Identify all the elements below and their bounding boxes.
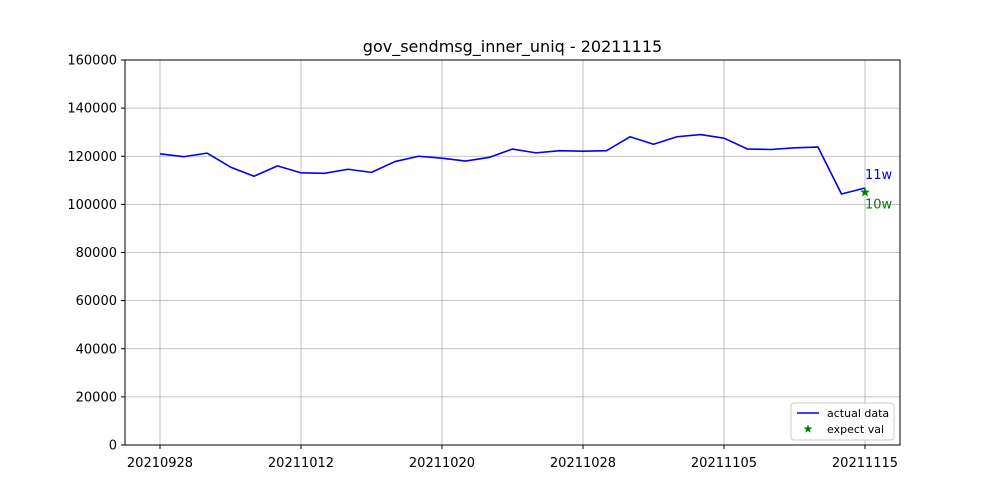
data-point (347, 169, 348, 170)
data-point (629, 136, 630, 137)
data-point (159, 153, 160, 154)
data-point (606, 150, 607, 151)
y-tick-label: 160000 (67, 54, 117, 69)
x-tick-label: 20211028 (550, 456, 616, 471)
data-point (465, 160, 466, 161)
y-tick-label: 140000 (67, 102, 117, 117)
line-layer (159, 133, 870, 197)
y-tick-label: 40000 (76, 342, 117, 357)
data-point (817, 147, 818, 148)
data-point (488, 157, 489, 158)
data-point (441, 158, 442, 159)
data-point (676, 136, 677, 137)
data-point (300, 172, 301, 173)
data-point (794, 147, 795, 148)
y-tick-label: 0 (109, 439, 117, 454)
data-point (324, 173, 325, 174)
x-tick-label: 20211020 (409, 456, 475, 471)
annotation-layer: 11w 10w (865, 168, 893, 212)
x-tick-label: 20211105 (691, 456, 757, 471)
data-point (183, 156, 184, 157)
data-point (723, 138, 724, 139)
legend-swatch-expected (803, 424, 813, 433)
legend-label-expected: expect val (827, 423, 884, 436)
data-point (418, 156, 419, 157)
data-point (230, 166, 231, 167)
x-tick-label: 20211115 (832, 456, 898, 471)
expected-value-marker (860, 187, 870, 197)
chart-title: gov_sendmsg_inner_uniq - 20211115 (363, 37, 662, 57)
data-point (653, 144, 654, 145)
data-point (371, 172, 372, 173)
y-tick-label: 80000 (76, 246, 117, 261)
x-tick-label: 20211012 (268, 456, 334, 471)
legend: actual data expect val (790, 402, 895, 441)
data-point (253, 176, 254, 177)
annotation-expected: 10w (865, 197, 893, 212)
data-point (700, 134, 701, 135)
data-point (582, 151, 583, 152)
data-point (841, 193, 842, 194)
data-point (535, 152, 536, 153)
y-tick-label: 60000 (76, 294, 117, 309)
tick-layer: 0 20000 40000 60000 80000 100000 120000 140000 1… (67, 54, 898, 472)
data-point (206, 153, 207, 154)
data-point (770, 149, 771, 150)
data-point (277, 165, 278, 166)
data-point (512, 148, 513, 149)
y-tick-label: 20000 (76, 390, 117, 405)
series-line-actual-data (159, 133, 866, 195)
x-tick-label: 20210928 (127, 456, 193, 471)
data-point (394, 161, 395, 162)
data-point (559, 150, 560, 151)
annotation-actual: 11w (865, 168, 893, 183)
grid-layer (125, 59, 900, 446)
data-point (747, 148, 748, 149)
y-tick-label: 100000 (67, 198, 117, 213)
legend-label-actual: actual data (827, 407, 889, 420)
y-tick-label: 120000 (67, 150, 117, 165)
